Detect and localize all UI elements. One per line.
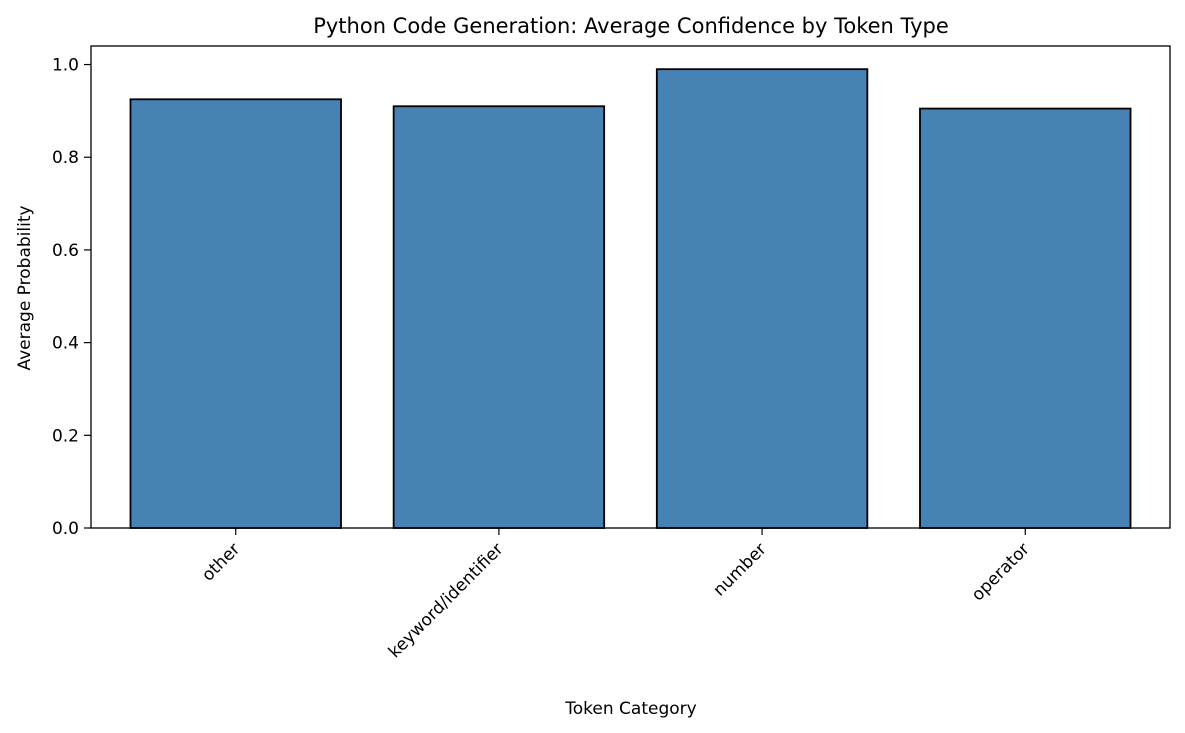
y-tick-label: 0.2 bbox=[52, 426, 79, 446]
x-tick-label: keyword/identifier bbox=[385, 539, 508, 662]
y-tick-label: 0.4 bbox=[52, 334, 79, 354]
chart-title: Python Code Generation: Average Confiden… bbox=[313, 14, 949, 38]
x-tick-label: other bbox=[198, 539, 244, 585]
y-tick-label: 0.8 bbox=[52, 148, 79, 168]
y-axis-label: Average Probability bbox=[15, 205, 35, 370]
bar-number bbox=[655, 68, 869, 529]
bar-operator bbox=[919, 107, 1132, 529]
x-axis-label: Token Category bbox=[564, 699, 696, 719]
y-tick-label: 1.0 bbox=[52, 56, 79, 76]
plot-frame bbox=[90, 45, 1171, 529]
y-axis: 0.0 0.2 0.4 0.6 0.8 1.0 bbox=[52, 56, 91, 539]
y-tick-label: 0.6 bbox=[52, 241, 79, 261]
bar-keyword-identifier bbox=[392, 105, 606, 529]
bars-group bbox=[129, 68, 1132, 529]
x-tick-label: number bbox=[710, 539, 771, 600]
x-axis: other keyword/identifier number operator bbox=[198, 528, 1034, 662]
y-tick-label: 0.0 bbox=[52, 519, 79, 539]
x-tick-label: operator bbox=[968, 539, 1034, 605]
bar-other bbox=[129, 98, 342, 529]
